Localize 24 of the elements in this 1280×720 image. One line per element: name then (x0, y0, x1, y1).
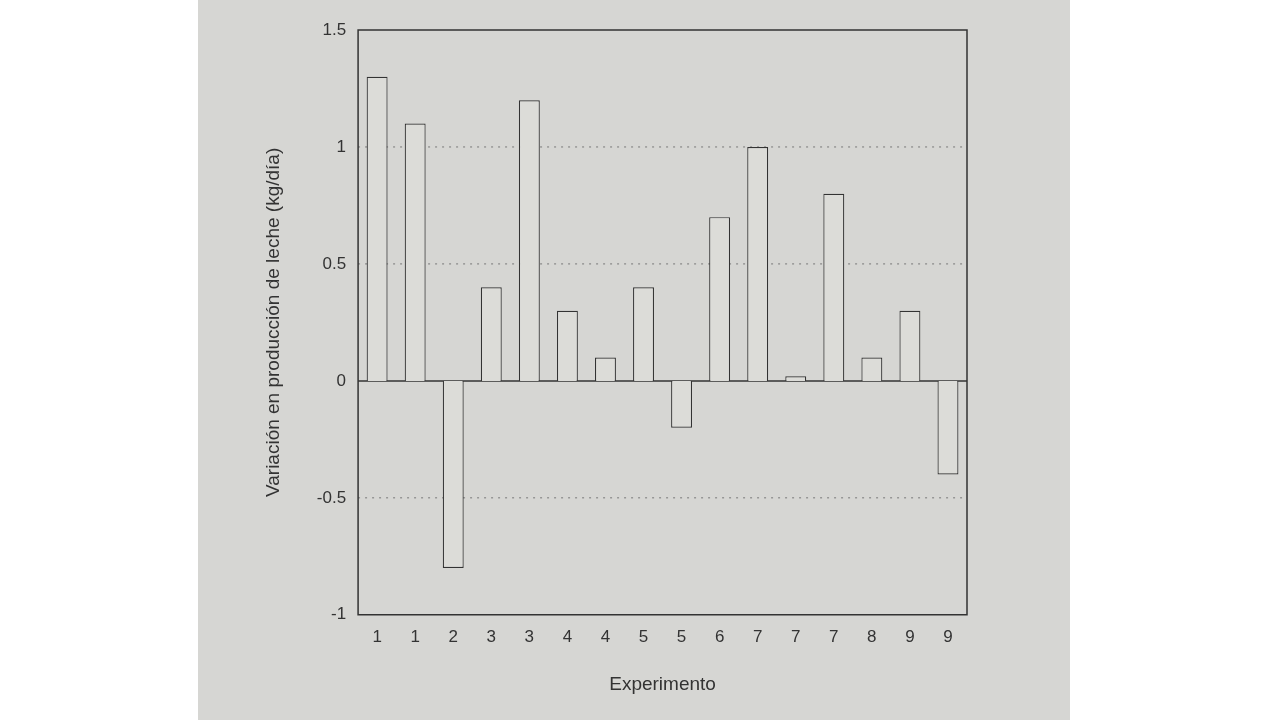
x-tick-label: 7 (752, 626, 763, 646)
y-tick-label: 1 (336, 136, 347, 156)
x-tick-label: 9 (943, 626, 953, 646)
x-tick-label: 6 (714, 626, 725, 646)
x-tick-label: 7 (791, 626, 801, 646)
x-tick-label: 4 (562, 626, 573, 646)
x-tick-label: 3 (524, 626, 535, 646)
y-tick-label: 1.5 (322, 19, 347, 39)
x-tick-label: 1 (410, 626, 420, 646)
x-tick-label: 8 (867, 626, 877, 646)
x-tick-label: 5 (638, 626, 649, 646)
x-tick-label: 5 (676, 626, 687, 646)
y-tick-label: 0 (336, 370, 347, 390)
x-tick-label: 4 (600, 626, 611, 646)
x-tick-label: 1 (372, 626, 382, 646)
y-tick-label: -0.5 (316, 487, 347, 507)
y-axis-title: Variación en producción de leche (kg/día) (261, 147, 283, 498)
y-tick-label: 0.5 (322, 253, 347, 273)
x-tick-label: 2 (448, 626, 458, 646)
x-tick-label: 7 (829, 626, 839, 646)
x-axis-title: Experimento (609, 672, 716, 694)
x-tick-label: 3 (486, 626, 497, 646)
x-tick-label: 9 (905, 626, 915, 646)
y-tick-label: -1 (330, 604, 347, 624)
